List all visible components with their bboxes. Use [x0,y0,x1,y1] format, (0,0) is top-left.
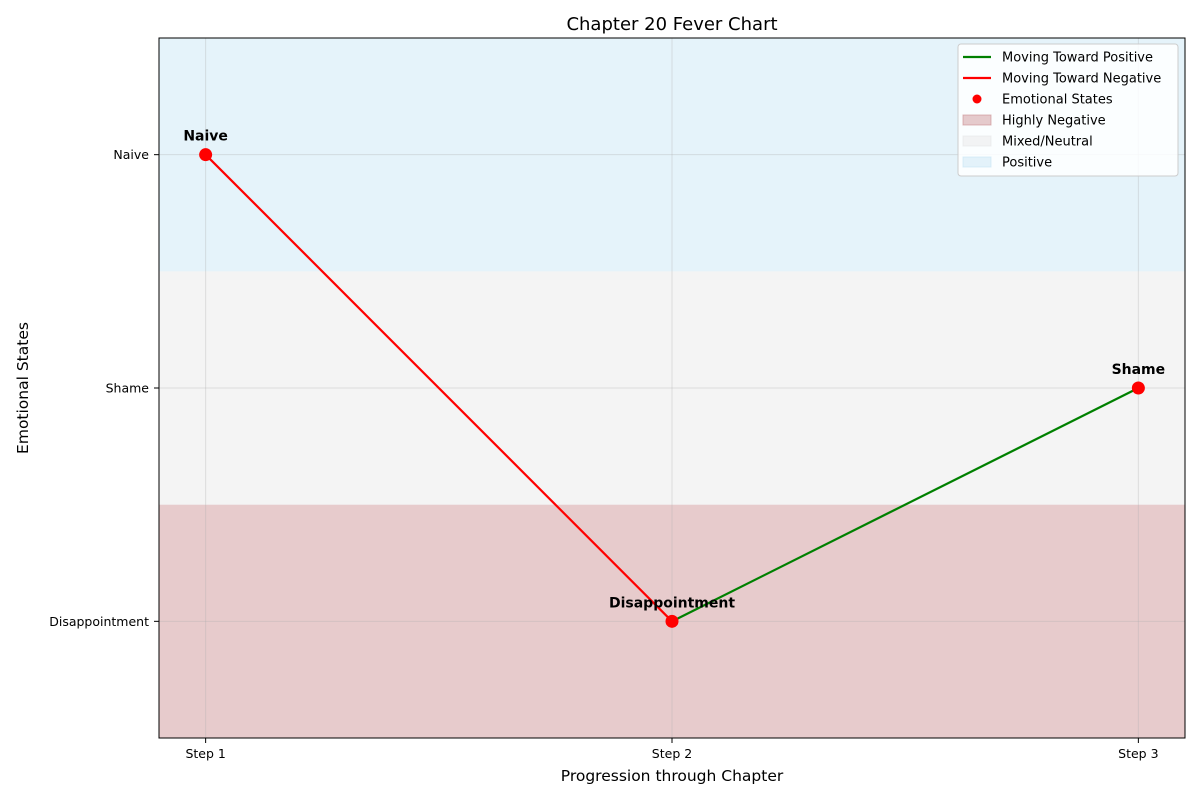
data-point [1131,381,1145,395]
segment-negative [204,153,673,623]
chart-title: Chapter 20 Fever Chart [566,14,777,35]
legend-label-positive: Positive [1002,156,1052,171]
y-axis-title: Emotional States [14,322,32,454]
legend[interactable]: Moving Toward Positive Moving Toward Nega… [957,43,1179,177]
y-tick-label: Naive [113,147,149,162]
point-label: Disappointment [609,595,735,611]
x-axis-title: Progression through Chapter [561,767,784,785]
legend-box [957,43,1179,177]
y-axis-ticks: Disappointment Shame Naive [49,147,159,629]
x-axis-ticks: Step 1 Step 2 Step 3 [185,738,1159,761]
x-tick-label: Step 3 [1118,746,1158,761]
x-tick-label: Step 2 [652,746,692,761]
legend-label-mixed-neutral: Mixed/Neutral [1002,135,1093,150]
x-tick-label: Step 1 [185,746,225,761]
data-points [199,148,1145,628]
legend-label-moving-toward-positive: Moving Toward Positive [1002,51,1153,66]
legend-swatch-highly-negative [962,114,992,126]
point-label: Naive [183,129,228,145]
y-tick-label: Disappointment [49,614,149,629]
point-labels: Naive Disappointment Shame [183,129,1165,612]
point-label: Shame [1112,362,1166,378]
y-tick-label: Shame [106,381,150,396]
band-mixed-neutral [159,271,1185,505]
segment-positive [671,387,1139,623]
data-point [199,148,213,162]
data-point [665,614,679,628]
legend-label-highly-negative: Highly Negative [1002,114,1106,129]
legend-swatch-mixed-neutral [962,135,992,147]
line-segments [204,153,1139,623]
legend-label-emotional-states: Emotional States [1002,93,1113,108]
legend-swatch-emotional-states [972,94,982,104]
legend-label-moving-toward-negative: Moving Toward Negative [1002,72,1161,87]
legend-swatch-positive [962,156,992,168]
